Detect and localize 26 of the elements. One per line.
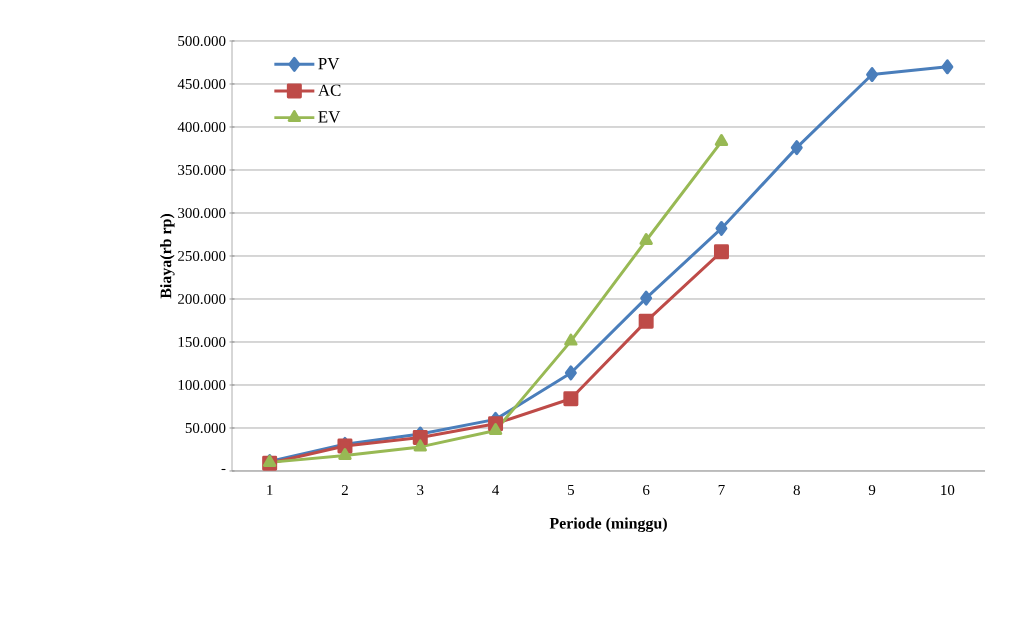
legend-label: EV	[318, 111, 341, 123]
y-tick-label: 300.000	[178, 207, 226, 219]
y-tick-label: 150.000	[178, 336, 226, 348]
x-tick-label: 7	[718, 485, 725, 495]
legend-label: AC	[318, 84, 341, 97]
x-tick-label: 1	[267, 485, 273, 495]
y-tick-label: -	[221, 468, 226, 471]
x-tick-label: 3	[417, 485, 424, 496]
y-tick-label: 450.000	[177, 78, 226, 90]
y-tick-label: 500.000	[178, 35, 226, 47]
x-tick-label: 4	[492, 485, 500, 495]
x-tick-label: 5	[568, 485, 575, 495]
x-tick-label: 10	[941, 485, 955, 496]
x-axis-title: Periode (minggu)	[549, 517, 667, 532]
y-tick-label: 250.000	[178, 250, 226, 262]
y-tick-label: 400.000	[177, 121, 226, 133]
y-tick-label: 50.000	[185, 422, 226, 434]
x-tick-label: 2	[341, 485, 348, 495]
x-tick-label: 8	[793, 485, 800, 496]
x-tick-label: 9	[868, 485, 876, 496]
y-axis-title: Biaya(rb rp)	[160, 213, 175, 299]
legend-label: PV	[318, 58, 340, 70]
y-tick-label: 350.000	[178, 164, 226, 176]
x-tick-label: 6	[643, 485, 650, 496]
y-tick-label: 100.000	[178, 379, 226, 391]
y-tick-label: 200.000	[178, 293, 226, 305]
